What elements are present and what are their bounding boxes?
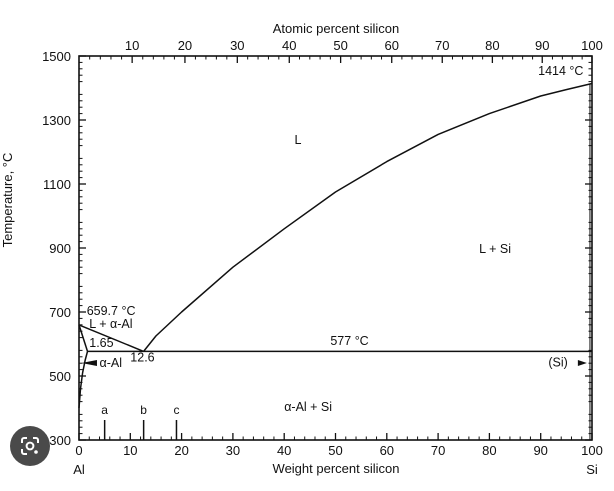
composition-markers: a b c: [101, 403, 179, 440]
annotation-label: α-Al: [100, 356, 123, 370]
x-end-label-al: Al: [73, 462, 85, 477]
x-tick-label: 50: [328, 443, 342, 458]
curve-solvus-al: [78, 351, 89, 409]
x2-tick-label: 80: [485, 38, 499, 53]
annotation-label: α-Al + Si: [284, 400, 332, 414]
x2-tick-label: 40: [282, 38, 296, 53]
x-tick-label: 90: [533, 443, 547, 458]
x-tick-label: 20: [174, 443, 188, 458]
si-arrow: [577, 360, 587, 367]
top-axis-title: Atomic percent silicon: [273, 21, 399, 36]
plot-frame: [78, 55, 593, 441]
x2-tick-label: 90: [535, 38, 549, 53]
y-tick-label: 700: [49, 305, 71, 320]
x-tick-label: 70: [431, 443, 445, 458]
axes: [78, 55, 593, 441]
y-axis-title: Temperature, °C: [0, 153, 15, 248]
y-tick-label: 500: [49, 369, 71, 384]
x-tick-label: 80: [482, 443, 496, 458]
marker-label-a: a: [101, 403, 108, 417]
curve-liquidus-al: [78, 324, 144, 353]
annotation-label: 1.65: [89, 336, 113, 350]
alpha-al-arrow: [81, 360, 97, 367]
x-tick-label: 40: [277, 443, 291, 458]
bottom-axis-title: Weight percent silicon: [273, 461, 400, 476]
x-end-label-si: Si: [586, 462, 598, 477]
annotation-label: 577 °C: [330, 334, 368, 348]
curve-solidus-al: [78, 324, 89, 352]
y-tick-label: 1500: [42, 49, 71, 64]
x-tick-label: 0: [75, 443, 82, 458]
google-lens-button[interactable]: [10, 426, 50, 466]
annotation-label: 1414 °C: [538, 64, 583, 78]
x-tick-label: 60: [380, 443, 394, 458]
x2-tick-label: 50: [333, 38, 347, 53]
curve-liquidus-si: [143, 82, 593, 352]
x2-tick-label: 20: [178, 38, 192, 53]
x2-tick-label: 100: [581, 38, 603, 53]
y-tick-label: 1100: [43, 177, 71, 192]
annotation-label: L + Si: [479, 242, 511, 256]
marker-label-b: b: [140, 403, 147, 417]
x-tick-label: 10: [123, 443, 137, 458]
x2-tick-label: 60: [384, 38, 398, 53]
x-tick-label: 100: [581, 443, 603, 458]
annotation-label: 659.7 °C: [87, 304, 136, 318]
annotation-label: L + α-Al: [89, 317, 132, 331]
marker-label-c: c: [173, 403, 179, 417]
annotation-label: (Si): [548, 355, 567, 369]
phase-boundaries: [78, 82, 593, 440]
y-tick-label: 900: [49, 241, 71, 256]
annotation-label: 12.6: [130, 351, 154, 365]
y-tick-label: 1300: [42, 113, 71, 128]
x-tick-label: 30: [226, 443, 240, 458]
annotation-label: L: [294, 133, 301, 147]
annotations: 1414 °C L L + Si 659.7 °CL + α-Al 1.65 577 °C…: [81, 64, 587, 414]
x2-tick-label: 10: [125, 38, 139, 53]
ticks: 0 10 20 30 40 50 60 70 80 90 100 10 20 30 40 50 60 70 80 90…: [42, 38, 603, 458]
x2-tick-label: 70: [435, 38, 449, 53]
y-tick-label: 300: [49, 433, 71, 448]
google-lens-icon: [21, 437, 39, 455]
x2-tick-label: 30: [230, 38, 244, 53]
